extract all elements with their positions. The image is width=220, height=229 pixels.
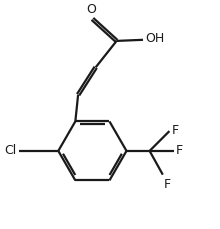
Text: F: F	[164, 178, 171, 191]
Text: O: O	[86, 3, 96, 16]
Text: Cl: Cl	[5, 144, 17, 157]
Text: F: F	[172, 123, 179, 136]
Text: OH: OH	[145, 32, 165, 45]
Text: F: F	[176, 144, 183, 157]
